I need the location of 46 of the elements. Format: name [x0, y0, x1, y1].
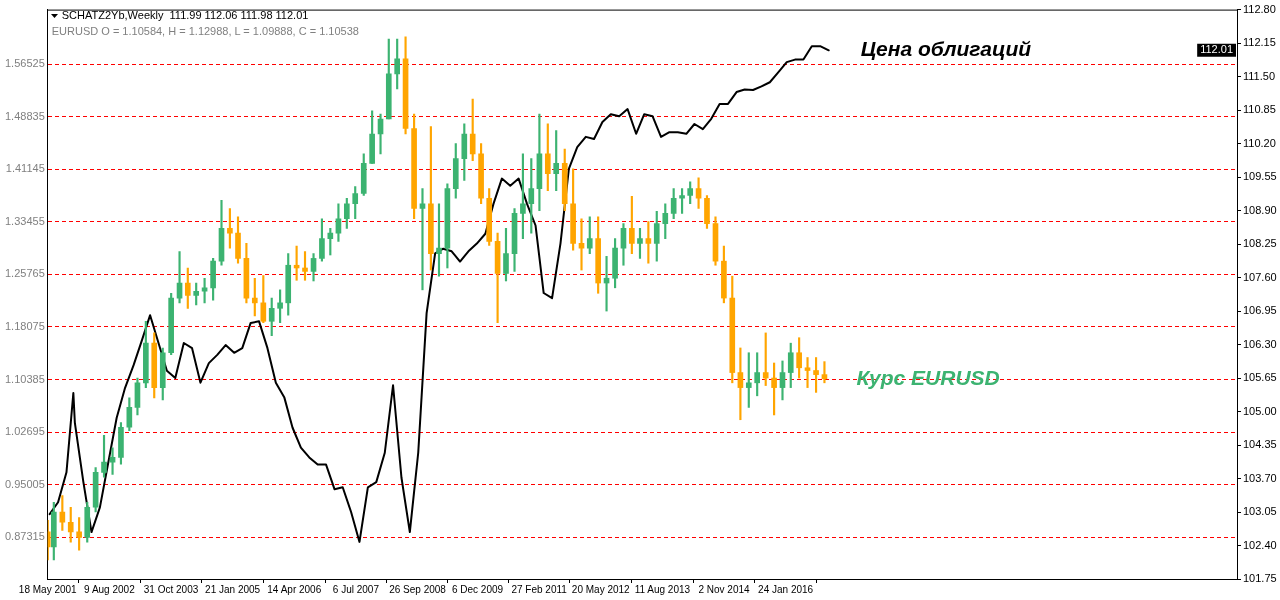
y-tick-label: 0.87315 — [5, 530, 45, 543]
y2-tick-label: 112.80 — [1243, 2, 1276, 15]
x-tick-label: 27 Feb 2011 — [511, 583, 568, 595]
text: EURUSD O = 1.10584, H = 1.12988, L = 1.09888, C = 1.10538 — [51, 24, 359, 37]
y2-tick-label: 106.30 — [1243, 337, 1277, 350]
series-label: Цена облигаций — [860, 37, 1032, 61]
x-tick-label: 26 Sep 2008 — [389, 583, 447, 595]
y-tick-label: 1.02695 — [5, 425, 45, 438]
y2-tick-label: 111.50 — [1243, 69, 1276, 82]
x-tick-label: 24 Jan 2016 — [758, 583, 814, 595]
y-tick-label: 1.41145 — [5, 162, 45, 175]
y2-tick-label: 109.55 — [1243, 170, 1277, 183]
y2-tick-label: 107.60 — [1243, 270, 1277, 283]
annotation: 112.01 — [1200, 43, 1233, 56]
x-tick-label: 20 May 2012 — [571, 583, 631, 595]
x-tick-label: 14 Apr 2006 — [267, 583, 322, 595]
x-tick-label: 11 Aug 2013 — [634, 583, 691, 595]
y2-tick-label: 108.25 — [1243, 237, 1277, 250]
x-tick-label: 6 Dec 2009 — [451, 583, 504, 595]
y-tick-label: 1.18075 — [5, 319, 45, 332]
y-tick-label: 1.56525 — [5, 57, 45, 70]
y-tick-label: 1.48835 — [5, 109, 45, 122]
y-tick-label: 1.10385 — [5, 372, 45, 385]
y2-tick-label: 105.00 — [1243, 404, 1277, 417]
x-tick-label: 18 May 2001 — [18, 583, 78, 595]
x-tick-label: 2 Nov 2014 — [698, 583, 751, 595]
y2-tick-label: 101.75 — [1243, 572, 1277, 585]
y2-tick-label: 112.15 — [1243, 36, 1276, 49]
chart-title: SCHATZ2Yb,Weekly 111.99 112.06 111.98 112.01 — [61, 8, 309, 21]
x-tick-label: 31 Oct 2003 — [143, 583, 199, 595]
y2-tick-label: 110.20 — [1243, 136, 1276, 149]
y-tick-label: 1.25765 — [5, 267, 45, 280]
y2-tick-label: 106.95 — [1243, 304, 1277, 317]
y2-tick-label: 105.65 — [1243, 371, 1277, 384]
y-tick-label: 0.95005 — [5, 477, 45, 490]
y2-tick-label: 103.70 — [1243, 471, 1277, 484]
x-tick-label: 9 Aug 2002 — [84, 583, 136, 595]
x-tick-label: 21 Jan 2005 — [205, 583, 261, 595]
y-tick-label: 1.33455 — [5, 214, 45, 227]
y2-tick-label: 108.90 — [1243, 203, 1277, 216]
y2-tick-label: 103.05 — [1243, 505, 1277, 518]
x-tick-label: 6 Jul 2007 — [332, 583, 380, 595]
y2-tick-label: 104.35 — [1243, 438, 1277, 451]
series-label: Курс EURUSD — [856, 365, 1000, 389]
y2-tick-label: 110.85 — [1243, 103, 1276, 116]
y2-tick-label: 102.40 — [1243, 538, 1277, 551]
